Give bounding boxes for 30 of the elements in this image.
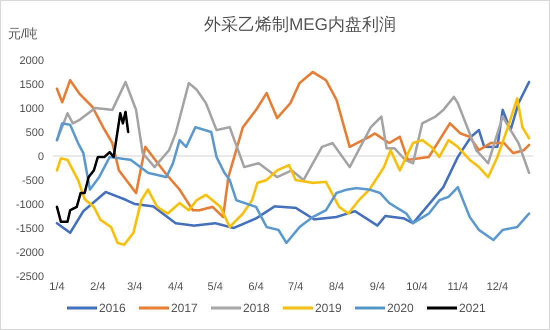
x-tick-label: 12/4 xyxy=(486,281,508,293)
y-tick-label: -1000 xyxy=(16,199,44,211)
y-tick-label: 0 xyxy=(38,151,44,163)
chart-title: 外采乙烯制MEG内盘利润 xyxy=(204,15,396,34)
y-tick-label: -2000 xyxy=(16,247,44,259)
legend-label: 2019 xyxy=(315,301,342,315)
x-tick-label: 7/4 xyxy=(288,281,304,293)
x-tick-label: 9/4 xyxy=(370,281,386,293)
y-tick-label: 1500 xyxy=(20,79,44,91)
x-tick-label: 3/4 xyxy=(127,281,142,293)
y-tick-label: 2000 xyxy=(20,55,44,67)
x-tick-label: 8/4 xyxy=(328,281,344,293)
x-tick-label: 2/4 xyxy=(90,281,106,293)
x-tick-label: 10/4 xyxy=(406,281,428,293)
x-tick-label: 11/4 xyxy=(448,281,468,293)
x-tick-label: 5/4 xyxy=(208,281,223,293)
x-tick-label: 6/4 xyxy=(248,281,264,293)
y-tick-label: -1500 xyxy=(16,223,44,235)
x-tick-label: 1/4 xyxy=(49,281,65,293)
legend-label: 2017 xyxy=(171,301,198,315)
y-axis-title: 元/吨 xyxy=(8,26,38,41)
legend-label: 2020 xyxy=(387,301,414,315)
y-tick-label: -500 xyxy=(22,175,44,187)
legend-label: 2021 xyxy=(459,301,486,315)
y-tick-label: 1000 xyxy=(20,103,44,115)
legend-label: 2016 xyxy=(99,301,126,315)
y-tick-label: 500 xyxy=(26,127,44,139)
legend-label: 2018 xyxy=(243,301,270,315)
y-tick-label: -2500 xyxy=(16,271,44,283)
x-tick-label: 4/4 xyxy=(168,281,184,293)
